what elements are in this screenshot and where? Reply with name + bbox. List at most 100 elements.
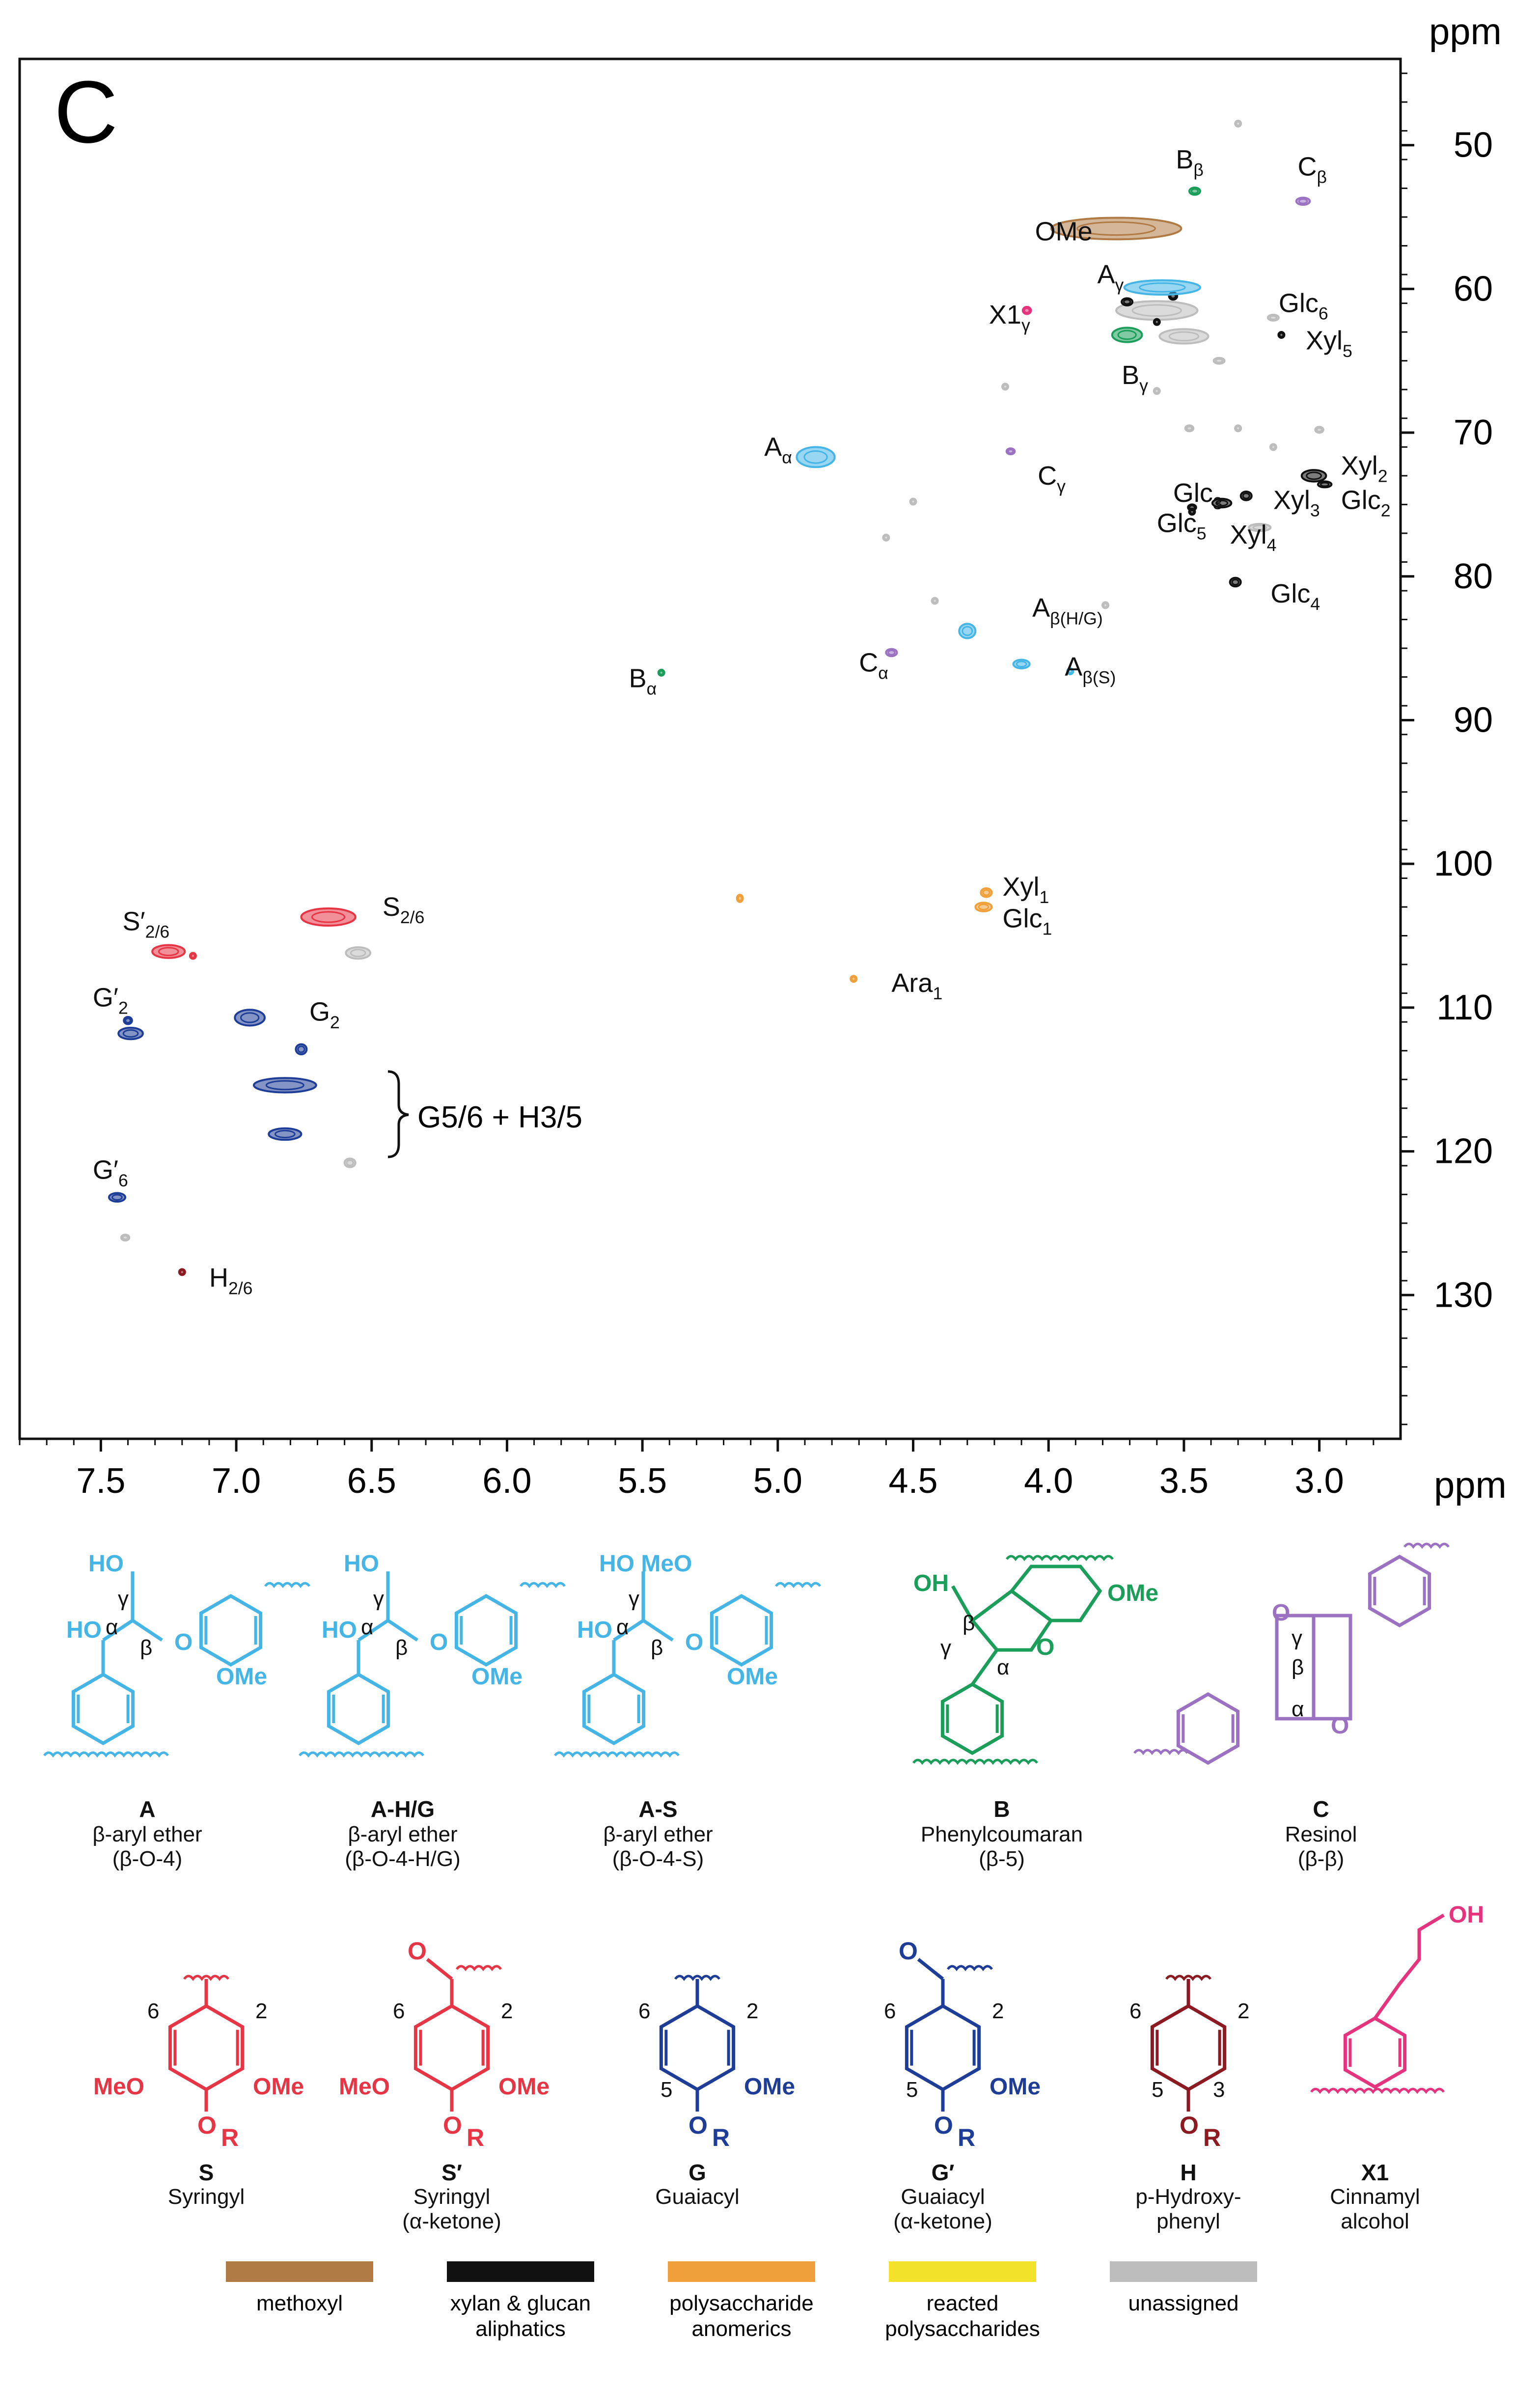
peak-label: Cα [859,648,888,683]
y-tick-label: 100 [1434,844,1493,883]
peak-inner-contour [978,904,990,910]
peak-label: Bβ [1176,145,1204,180]
peak-label: Glc1 [1002,904,1052,938]
peak-inner-contour [122,1029,139,1038]
wavy-bond [912,1758,1038,1765]
peak-inner-contour [1186,426,1193,431]
peak-inner-contour [1002,384,1008,389]
peak-inner-contour [1168,331,1200,342]
oxygen-label: O [1180,2112,1199,2139]
position-label: 3 [1213,2078,1225,2102]
structure-code: A-H/G [371,1796,435,1822]
peak-label: Aβ(H/G) [1032,593,1103,628]
peak-inner-contour [1279,332,1284,338]
peak-xyl2 [1300,469,1327,483]
hydroxyl-label: OH [1449,1902,1484,1928]
x-axis-unit: ppm [1434,1464,1507,1506]
hydroxyl-label: HO [577,1617,612,1643]
y-tick-label: 110 [1436,988,1493,1027]
position-label: 2 [746,1999,758,2023]
y-tick-label: 70 [1454,413,1493,452]
oxygen-label: O [685,1629,703,1655]
position-label: 6 [147,1999,159,2023]
structure-h: O R 6 2 5 3 Hp-Hydroxy-phenyl [1129,1975,1249,2233]
y-tick-label: 50 [1454,126,1493,165]
oxygen-label: O [934,2112,953,2139]
hydroxyl-label: HO [344,1551,379,1577]
panel-label: C [54,63,118,162]
legend-label: reacted [927,2291,999,2315]
peak-label: Xyl4 [1230,520,1277,555]
peak-inner-contour [265,1080,304,1091]
peak-inner-contour [1306,471,1322,480]
x-tick-label: 6.0 [482,1461,531,1501]
gamma-label: γ [118,1587,129,1611]
bond [971,1648,998,1686]
structure-desc: (α-ketone) [402,2209,501,2233]
structure-code: A-S [638,1796,677,1822]
hydroxyl-label: OH [913,1570,949,1596]
peak-label: Glc5 [1157,508,1207,543]
peak-label: Xyl3 [1273,486,1320,521]
peak-inner-contour [1117,330,1137,340]
alpha-label: α [361,1615,373,1639]
structure-desc: (β-O-4-H/G) [345,1847,461,1871]
benzene-ring [413,2004,490,2092]
oxygen-label: O [408,1937,427,1965]
wavy-bond [264,1582,310,1589]
structure-desc: (β-5) [979,1847,1025,1871]
peak-inner-contour [1189,509,1195,515]
wavy-bond [1165,1975,1211,1981]
plot-frame [18,57,1402,1440]
bond [951,1585,974,1621]
benzene-ring [1368,1554,1431,1628]
peak-inner-contour [190,953,195,959]
wavy-bond [456,1965,502,1972]
peak-label: Xyl5 [1306,326,1352,361]
structure-desc: Guaiacyl [655,2185,739,2209]
peak-inner-contour [1154,319,1159,325]
peak-inner-contour [1236,426,1241,431]
x-tick-label: 6.5 [347,1461,396,1501]
peak-inner-contour [887,649,896,656]
peak-inner-contour [1252,524,1267,531]
y-tick-label: 60 [1454,269,1493,308]
peak-s-2-6 [151,944,186,959]
wavy-bond [520,1582,566,1589]
x-tick-label: 3.5 [1159,1461,1209,1501]
r-group-label: R [712,2124,730,2151]
alpha-label: α [997,1655,1009,1679]
structure-desc: β-aryl ether [92,1822,202,1846]
peak-inner-contour [883,535,889,540]
peak-inner-contour [1154,388,1159,394]
oxygen-label: O [688,2112,708,2139]
peak-inner-contour [659,670,664,675]
structure-code: G′ [932,2160,955,2185]
peak-inner-contour [932,598,937,604]
oxygen-label: O [1272,1600,1290,1626]
wavy-bond [674,1975,720,1981]
position-label: 6 [1129,1999,1141,2023]
peak-label: Cγ [1038,461,1066,496]
methoxy-label: OMe [1107,1580,1158,1606]
structure-desc: (β-O-4) [112,1847,183,1871]
peak-inner-contour [274,1129,296,1138]
bond [613,1619,644,1642]
hydroxyl-label: HO [88,1551,124,1577]
y-tick-label: 130 [1434,1275,1493,1315]
position-label: 5 [1152,2078,1163,2102]
structure-desc: (α-ketone) [893,2209,992,2233]
peak-inner-contour [346,1159,354,1166]
position-label: 5 [906,2078,918,2102]
x-tick-label: 3.0 [1295,1461,1344,1501]
oxygen-label: O [1331,1713,1349,1739]
alpha-label: α [106,1615,118,1639]
benzene-ring [327,1672,390,1746]
legend-swatch [226,2261,373,2282]
bond [387,1619,418,1642]
methoxy-label: OMe [727,1664,778,1690]
peak-inner-contour [1190,188,1199,194]
